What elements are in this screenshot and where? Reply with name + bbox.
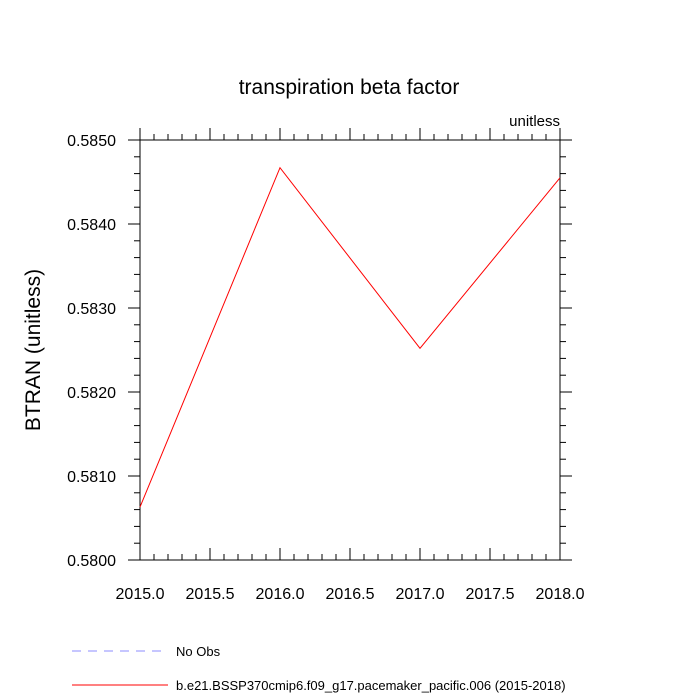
y-tick-label: 0.5830 — [67, 301, 116, 318]
legend: No Obs b.e21.BSSP370cmip6.f09_g17.pacemak… — [72, 644, 566, 693]
x-tick-label: 2016.5 — [326, 586, 375, 603]
y-tick-label: 0.5820 — [67, 385, 116, 402]
series-line — [139, 166, 561, 508]
y-axis-label: BTRAN (unitless) — [22, 269, 45, 431]
x-tick-label: 2015.5 — [186, 586, 235, 603]
x-tick-labels: 2015.0 2015.5 2016.0 2016.5 2017.0 2017.5 2018… — [116, 586, 585, 603]
x-tick-label: 2016.0 — [256, 586, 305, 603]
chart-title: transpiration beta factor — [239, 76, 460, 99]
x-tick-label: 2017.5 — [466, 586, 515, 603]
legend-label: b.e21.BSSP370cmip6.f09_g17.pacemaker_pac… — [176, 678, 566, 693]
y-tick-label: 0.5850 — [67, 133, 116, 150]
y-tick-label: 0.5810 — [67, 469, 116, 486]
x-tick-label: 2015.0 — [116, 586, 165, 603]
x-tick-label: 2018.0 — [536, 586, 585, 603]
y-tick-label: 0.5800 — [67, 553, 116, 570]
legend-label: No Obs — [176, 644, 221, 659]
series-group — [139, 166, 561, 508]
y-tick-labels: 0.5800 0.5810 0.5820 0.5830 0.5840 0.5850 — [67, 133, 116, 570]
units-label: unitless — [509, 113, 560, 130]
y-tick-label: 0.5840 — [67, 217, 116, 234]
axis-ticks — [128, 128, 572, 561]
plot-frame — [139, 139, 561, 561]
x-tick-label: 2017.0 — [396, 586, 445, 603]
